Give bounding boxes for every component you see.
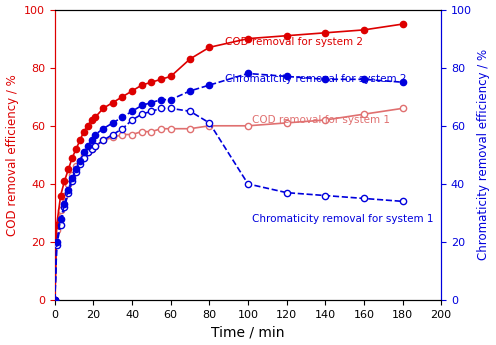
Y-axis label: COD removal efficiency / %: COD removal efficiency / % (5, 74, 18, 236)
Y-axis label: Chromaticity removal efficiency / %: Chromaticity removal efficiency / % (478, 49, 491, 260)
Text: COD removal for system 1: COD removal for system 1 (252, 115, 390, 125)
X-axis label: Time / min: Time / min (211, 325, 285, 339)
Text: Chromaticity removal for system 2: Chromaticity removal for system 2 (225, 74, 406, 84)
Text: COD removal for system 2: COD removal for system 2 (225, 37, 363, 47)
Text: Chromaticity removal for system 1: Chromaticity removal for system 1 (252, 214, 434, 224)
